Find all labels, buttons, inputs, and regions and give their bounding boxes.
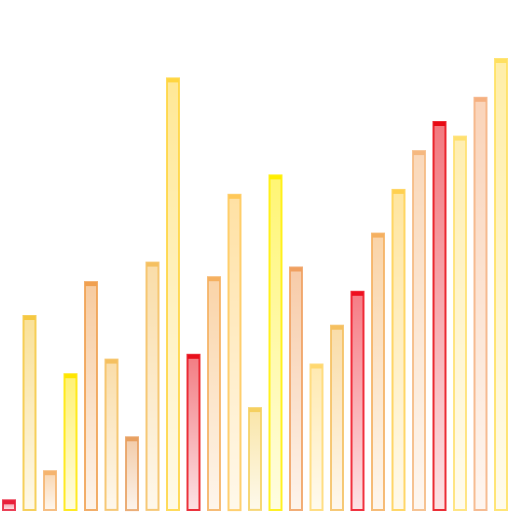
bar-cap-14 — [269, 175, 282, 180]
bar-cap-3 — [44, 471, 56, 476]
bar-13 — [248, 407, 262, 511]
bar-22 — [432, 121, 447, 511]
bar-cap-4 — [64, 374, 77, 379]
bar-25 — [494, 58, 508, 511]
bar-21 — [412, 150, 426, 511]
bar-20 — [391, 188, 406, 511]
bar-cap-2 — [23, 316, 36, 320]
bar-15 — [289, 266, 303, 511]
bar-8 — [145, 261, 160, 511]
bar-17 — [330, 324, 344, 512]
bar-cap-7 — [126, 437, 138, 442]
bar-24 — [473, 96, 488, 512]
bar-cap-1 — [3, 500, 15, 505]
bar-2 — [22, 315, 37, 511]
bar-cap-25 — [495, 59, 507, 63]
bar-18 — [350, 290, 365, 511]
bar-cap-6 — [105, 359, 118, 364]
bar-cap-13 — [249, 408, 261, 413]
bar-5 — [84, 281, 98, 511]
bar-cap-8 — [146, 262, 159, 267]
bar-cap-20 — [392, 189, 405, 194]
bar-cap-15 — [290, 267, 302, 272]
bars-group — [2, 58, 508, 512]
bar-cap-19 — [372, 233, 384, 238]
bar-cap-16 — [310, 364, 323, 369]
bar-10 — [186, 353, 201, 511]
bar-23 — [453, 135, 467, 511]
bar-cap-24 — [474, 97, 487, 102]
bar-6 — [104, 358, 119, 511]
bar-9 — [166, 77, 180, 512]
bar-cap-12 — [228, 194, 241, 199]
bar-14 — [268, 174, 283, 511]
bar-11 — [207, 276, 221, 512]
bar-cap-18 — [351, 291, 364, 296]
bar-3 — [43, 470, 57, 512]
bar-cap-23 — [454, 136, 466, 141]
bar-cap-17 — [331, 325, 343, 330]
bar-cap-9 — [167, 78, 179, 83]
bar-cap-21 — [413, 151, 425, 156]
bar-cap-10 — [187, 354, 200, 359]
bar-cap-5 — [85, 282, 97, 287]
bar-7 — [125, 436, 139, 512]
bar-cap-11 — [208, 277, 220, 282]
bar-12 — [227, 193, 242, 512]
bar-16 — [309, 363, 324, 511]
bar-19 — [371, 232, 385, 511]
bar-cap-22 — [433, 122, 446, 126]
bar-4 — [63, 373, 78, 512]
